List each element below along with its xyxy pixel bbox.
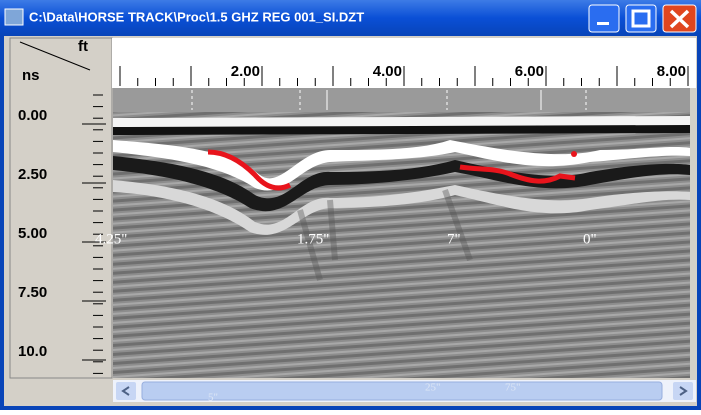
x-unit: ft	[78, 38, 88, 55]
x-tick-label: 8.00	[657, 63, 686, 80]
depth-annotation: 1.75"	[297, 231, 329, 247]
scroll-left-button[interactable]	[116, 382, 136, 400]
scroll-thumb[interactable]	[142, 382, 662, 400]
scrollbar-label: 25"	[425, 382, 441, 394]
y-tick-label: 7.50	[18, 284, 47, 301]
x-tick-label: 6.00	[515, 63, 544, 80]
minimize-icon	[597, 22, 609, 25]
y-unit: ns	[22, 67, 40, 84]
app-icon	[5, 9, 23, 25]
maximize-button[interactable]	[626, 5, 656, 32]
depth-annotation: 7"	[447, 231, 461, 247]
y-tick-label: 10.0	[18, 343, 47, 360]
scrollbar-label: 75"	[505, 382, 521, 394]
x-tick-label: 4.00	[373, 63, 402, 80]
depth-annotation: 0"	[583, 231, 597, 247]
minimize-button[interactable]	[589, 5, 619, 32]
y-tick-label: 5.00	[18, 225, 47, 242]
scrollbar-label: 5"	[208, 392, 218, 404]
radargram	[113, 88, 690, 378]
y-tick-label: 0.00	[18, 107, 47, 124]
window-title: C:\Data\HORSE TRACK\Proc\1.5 GHZ REG 001…	[29, 9, 364, 24]
scroll-right-button[interactable]	[673, 382, 693, 400]
depth-annotation: 4.25"	[95, 231, 127, 247]
x-tick-label: 2.00	[231, 63, 260, 80]
y-tick-label: 2.50	[18, 166, 47, 183]
app-window: C:\Data\HORSE TRACK\Proc\1.5 GHZ REG 001…	[0, 0, 701, 410]
